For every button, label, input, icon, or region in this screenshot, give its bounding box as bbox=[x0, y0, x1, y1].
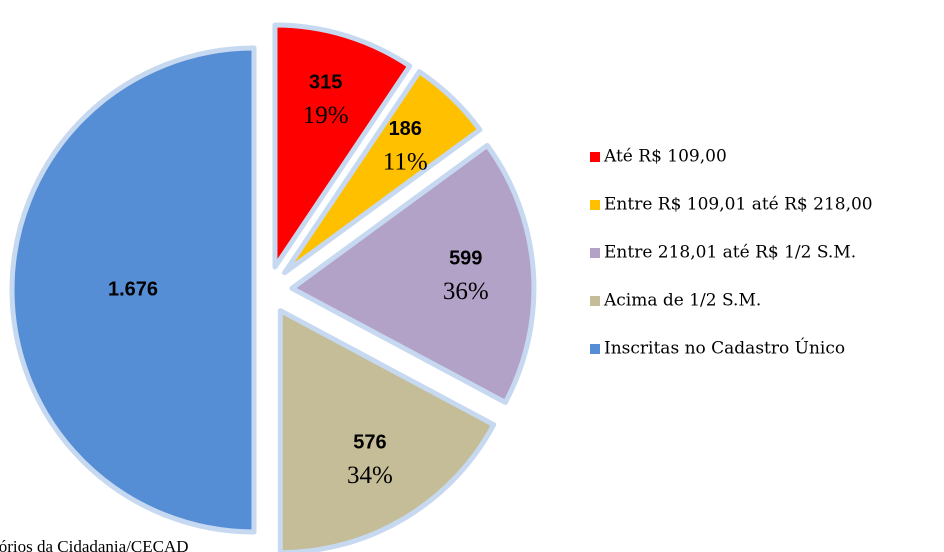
legend-swatch bbox=[590, 200, 600, 210]
value-label: 599 bbox=[449, 247, 482, 269]
legend-label: Até R$ 109,00 bbox=[603, 147, 727, 167]
legend-label: Acima de 1/2 S.M. bbox=[603, 291, 761, 311]
pie-slice bbox=[272, 22, 413, 270]
source: tórios da Cidadania/CECAD bbox=[0, 537, 189, 552]
value-label: 1.676 bbox=[108, 278, 158, 300]
value-label: 315 bbox=[309, 72, 342, 94]
legend-swatch bbox=[590, 248, 600, 258]
percent-label: 19% bbox=[303, 102, 349, 129]
value-label: 186 bbox=[389, 118, 422, 140]
percent-label: 11% bbox=[383, 149, 428, 176]
pie-slice bbox=[289, 142, 537, 405]
legend-label: Inscritas no Cadastro Único bbox=[604, 338, 845, 359]
legend-swatch bbox=[590, 296, 600, 306]
legend-label: Entre 218,01 até R$ 1/2 S.M. bbox=[604, 243, 856, 263]
percent-label: 36% bbox=[443, 278, 489, 305]
legend-swatch bbox=[590, 152, 600, 162]
pie-slice bbox=[9, 45, 257, 535]
legend-swatch bbox=[590, 344, 600, 354]
pie-slice bbox=[282, 69, 483, 276]
percent-label: 34% bbox=[347, 462, 393, 489]
value-label: 576 bbox=[353, 431, 386, 453]
pie-slice bbox=[277, 308, 497, 552]
legend-label: Entre R$ 109,01 até R$ 218,00 bbox=[604, 195, 873, 215]
